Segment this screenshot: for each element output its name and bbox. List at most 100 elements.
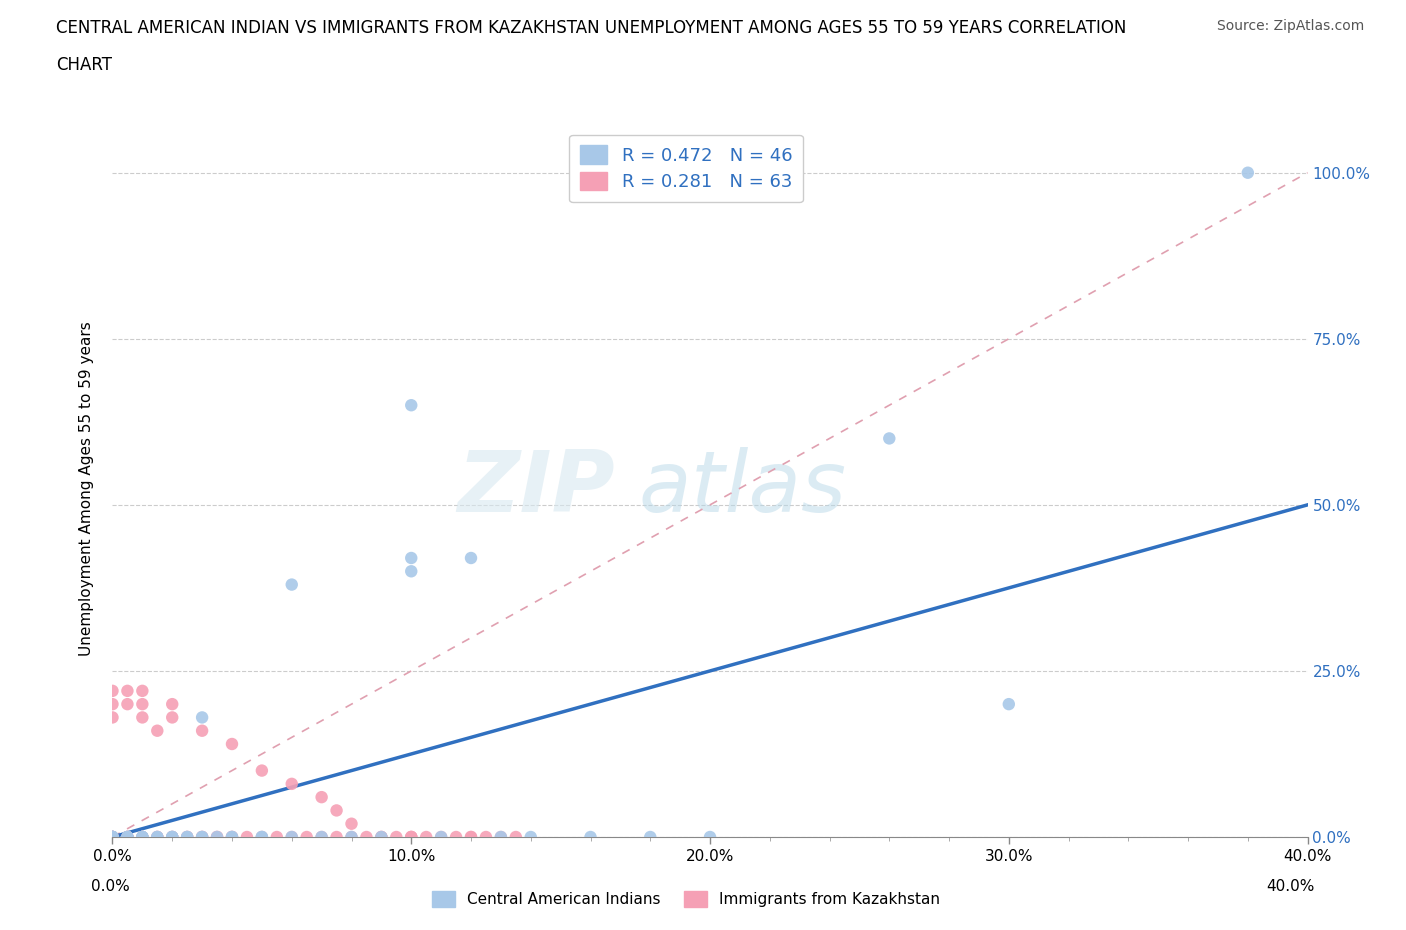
Point — [101, 830, 124, 844]
Point — [176, 830, 198, 844]
Point — [415, 830, 437, 844]
Point — [162, 830, 183, 844]
Point — [131, 830, 153, 844]
Point — [191, 830, 214, 844]
Point — [877, 431, 901, 445]
Point — [325, 803, 347, 817]
Point — [205, 830, 228, 844]
Point — [236, 830, 259, 844]
Point — [191, 724, 214, 738]
Point — [340, 817, 363, 831]
Point — [460, 551, 482, 565]
Point — [131, 830, 153, 844]
Point — [998, 697, 1021, 711]
Point — [205, 830, 228, 844]
Point — [340, 830, 363, 844]
Point — [162, 697, 183, 711]
Point — [101, 684, 124, 698]
Point — [191, 830, 214, 844]
Point — [131, 830, 153, 844]
Point — [489, 830, 512, 844]
Point — [117, 830, 139, 844]
Point — [146, 724, 169, 738]
Text: CENTRAL AMERICAN INDIAN VS IMMIGRANTS FROM KAZAKHSTAN UNEMPLOYMENT AMONG AGES 55: CENTRAL AMERICAN INDIAN VS IMMIGRANTS FR… — [56, 19, 1126, 36]
Point — [131, 684, 153, 698]
Point — [311, 830, 333, 844]
Point — [460, 830, 482, 844]
Point — [101, 830, 124, 844]
Point — [101, 710, 124, 724]
Point — [250, 830, 273, 844]
Point — [221, 830, 243, 844]
Point — [117, 697, 139, 711]
Point — [295, 830, 318, 844]
Point — [475, 830, 498, 844]
Point — [430, 830, 453, 844]
Point — [250, 830, 273, 844]
Point — [101, 830, 124, 844]
Point — [162, 710, 183, 724]
Point — [101, 830, 124, 844]
Point — [281, 830, 304, 844]
Point — [489, 830, 512, 844]
Point — [699, 830, 721, 844]
Point — [162, 830, 183, 844]
Point — [430, 830, 453, 844]
Point — [117, 684, 139, 698]
Point — [176, 830, 198, 844]
Point — [311, 790, 333, 804]
Point — [221, 830, 243, 844]
Legend: Central American Indians, Immigrants from Kazakhstan: Central American Indians, Immigrants fro… — [426, 884, 946, 913]
Point — [370, 830, 392, 844]
Point — [176, 830, 198, 844]
Point — [221, 737, 243, 751]
Point — [1237, 166, 1260, 180]
Point — [401, 830, 423, 844]
Point — [131, 830, 153, 844]
Y-axis label: Unemployment Among Ages 55 to 59 years: Unemployment Among Ages 55 to 59 years — [79, 321, 94, 656]
Text: ZIP: ZIP — [457, 446, 614, 530]
Point — [191, 710, 214, 724]
Point — [176, 830, 198, 844]
Point — [325, 830, 347, 844]
Point — [101, 830, 124, 844]
Point — [131, 710, 153, 724]
Text: atlas: atlas — [638, 446, 846, 530]
Point — [444, 830, 467, 844]
Point — [101, 697, 124, 711]
Point — [370, 830, 392, 844]
Point — [250, 830, 273, 844]
Point — [356, 830, 378, 844]
Point — [401, 830, 423, 844]
Point — [221, 830, 243, 844]
Text: CHART: CHART — [56, 56, 112, 73]
Point — [401, 830, 423, 844]
Point — [101, 830, 124, 844]
Point — [101, 830, 124, 844]
Point — [221, 830, 243, 844]
Point — [146, 830, 169, 844]
Point — [101, 830, 124, 844]
Point — [281, 578, 304, 592]
Point — [520, 830, 543, 844]
Point — [311, 830, 333, 844]
Point — [117, 830, 139, 844]
Text: 0.0%: 0.0% — [91, 879, 131, 894]
Text: 40.0%: 40.0% — [1267, 879, 1315, 894]
Point — [579, 830, 602, 844]
Point — [385, 830, 408, 844]
Point — [401, 564, 423, 578]
Text: Source: ZipAtlas.com: Source: ZipAtlas.com — [1216, 19, 1364, 33]
Point — [131, 830, 153, 844]
Point — [401, 551, 423, 565]
Point — [146, 830, 169, 844]
Point — [205, 830, 228, 844]
Point — [281, 777, 304, 791]
Point — [401, 398, 423, 413]
Point — [162, 830, 183, 844]
Point — [117, 830, 139, 844]
Point — [370, 830, 392, 844]
Point — [131, 830, 153, 844]
Point — [340, 830, 363, 844]
Point — [146, 830, 169, 844]
